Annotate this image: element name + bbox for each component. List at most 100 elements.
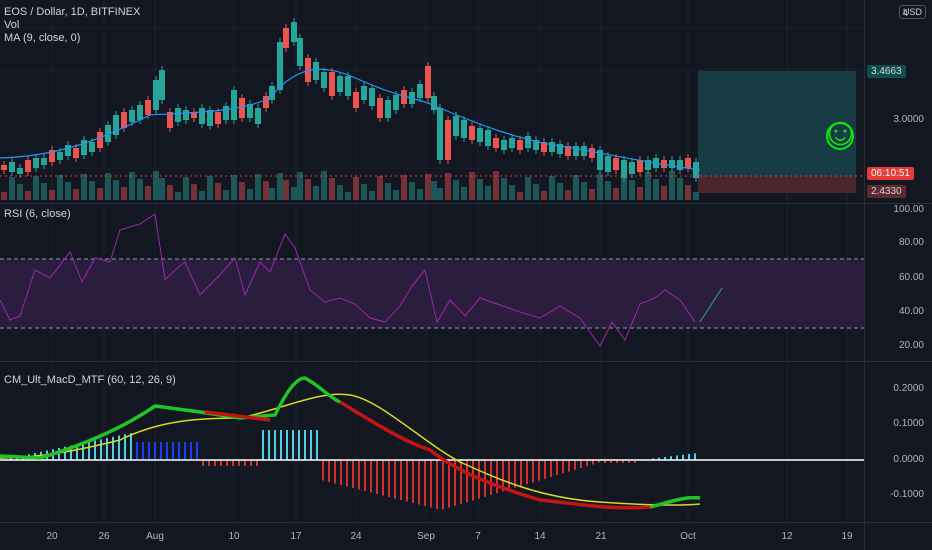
macd-histogram-bar [658, 457, 660, 460]
candle-body [183, 110, 189, 120]
macd-histogram-bar [592, 460, 594, 465]
macd-histogram-bar [688, 454, 690, 460]
macd-histogram-bar [676, 455, 678, 460]
candle-body [485, 130, 491, 146]
macd-histogram-bar [142, 442, 144, 460]
macd-histogram-bar [496, 460, 498, 494]
volume-bar [1, 192, 7, 200]
volume-bar [159, 178, 165, 200]
macd-histogram-bar [454, 460, 456, 506]
candle-body [137, 105, 143, 120]
candle-body [425, 66, 431, 98]
time-label: Aug [146, 531, 164, 542]
macd-histogram-bar [274, 430, 276, 460]
macd-histogram-bar [118, 435, 120, 460]
macd-histogram-bar [262, 430, 264, 460]
volume-bar [153, 171, 159, 200]
macd-histogram-bar [622, 460, 624, 463]
macd-histogram-bar [358, 460, 360, 490]
price-legend: EOS / Dollar, 1D, BITFINEX Vol MA (9, cl… [4, 6, 140, 45]
macd-histogram-bar [532, 460, 534, 483]
volume-bar [525, 177, 531, 200]
macd-line-up-end [649, 495, 701, 509]
candle-body [9, 162, 15, 172]
volume-bar [613, 188, 619, 200]
volume-bar [417, 189, 423, 200]
time-label: 17 [290, 531, 302, 542]
candle-body [145, 100, 151, 115]
volume-bar [247, 189, 253, 200]
price-axis[interactable]: 4 USD 3.0000 3.4663 06:10:51 2.4330 [865, 0, 932, 203]
volume-bar [175, 192, 181, 200]
macd-histogram-bar [148, 442, 150, 460]
candle-body [159, 70, 165, 100]
symbol-legend[interactable]: EOS / Dollar, 1D, BITFINEX [4, 6, 141, 18]
volume-bar [199, 191, 205, 200]
candle-body [247, 104, 253, 118]
volume-bar [677, 178, 683, 200]
macd-histogram-bar [628, 460, 630, 463]
candle-body [573, 146, 579, 156]
macd-histogram-bar [412, 460, 414, 503]
macd-histogram-bar [154, 442, 156, 460]
candle-body [417, 84, 423, 98]
macd-axis[interactable]: 0.2000 0.1000 0.0000 -0.1000 [865, 362, 932, 522]
volume-bar [17, 184, 23, 200]
candle-body [393, 95, 399, 110]
ma-legend[interactable]: MA (9, close, 0) [4, 32, 81, 44]
macd-histogram-bar [550, 460, 552, 477]
macd-histogram-bar [526, 460, 528, 485]
volume-bar [283, 180, 289, 200]
macd-histogram-bar [484, 460, 486, 497]
macd-histogram-bar [460, 460, 462, 504]
volume-bar [297, 172, 303, 200]
candle-body [283, 28, 289, 48]
candle-body [81, 140, 87, 155]
macd-histogram-bar [418, 460, 420, 505]
macd-histogram-bar [634, 460, 636, 463]
candle-body [263, 96, 269, 108]
candle-body [297, 38, 303, 66]
macd-legend[interactable]: CM_Ult_MacD_MTF (60, 12, 26, 9) [4, 374, 176, 386]
macd-histogram-bar [442, 460, 444, 510]
candle-body [97, 132, 103, 148]
candle-body [533, 140, 539, 150]
volume-bar [469, 172, 475, 200]
rsi-legend[interactable]: RSI (6, close) [4, 208, 71, 220]
rsi-axis[interactable]: 100.00 80.00 60.00 40.00 20.00 [865, 204, 932, 361]
macd-histogram-bar [586, 460, 588, 467]
ma-line [0, 68, 701, 171]
macd-histogram-bar [88, 441, 90, 460]
macd-histogram-bar [268, 430, 270, 460]
candle-body [401, 90, 407, 104]
macd-histogram-bar [346, 460, 348, 487]
macd-histogram-bar [322, 460, 324, 481]
macd-histogram-bar [316, 430, 318, 460]
volume-bar [145, 186, 151, 200]
pane-divider-rsi-macd[interactable] [0, 361, 932, 362]
volume-bar [215, 183, 221, 200]
volume-bar [573, 175, 579, 200]
volume-bar [207, 176, 213, 200]
volume-bar [9, 177, 15, 200]
volume-bar [401, 175, 407, 200]
candle-body [291, 22, 297, 42]
currency-button[interactable]: USD [899, 5, 927, 19]
candle-body [269, 86, 275, 100]
rsi-band [0, 259, 864, 328]
volume-bar [231, 175, 237, 200]
macd-histogram-bar [202, 460, 204, 466]
pane-divider-price-rsi[interactable] [0, 203, 932, 204]
candle-body [57, 152, 63, 160]
volume-legend[interactable]: Vol [4, 19, 20, 31]
volume-bar [485, 186, 491, 200]
macd-histogram-bar [250, 460, 252, 466]
macd-histogram-bar [82, 442, 84, 460]
volume-bar [121, 187, 127, 200]
target-zone [698, 71, 856, 176]
candle-body [33, 158, 39, 168]
candle-body [677, 160, 683, 170]
countdown-tag: 06:10:51 [867, 167, 914, 180]
smiley-ring [826, 122, 854, 150]
